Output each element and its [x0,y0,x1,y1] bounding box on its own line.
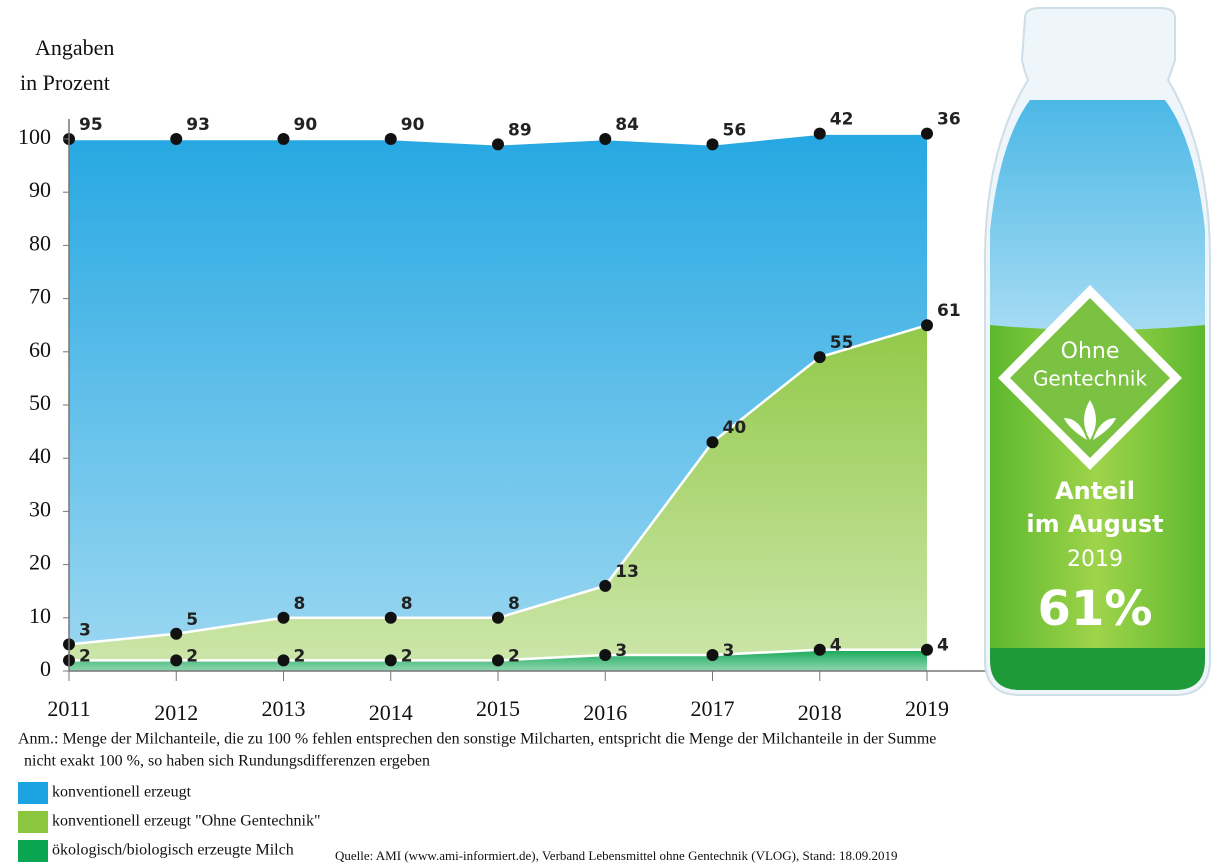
legend-label: ökologisch/biologisch erzeugte Milch [52,842,294,859]
x-tick-label: 2017 [691,696,735,721]
y-tick-label: 90 [29,177,51,202]
data-label: 4 [937,636,949,656]
x-tick-label: 2016 [583,700,627,725]
y-tick-label: 20 [29,550,51,575]
bottle-share: 61% [1038,581,1153,637]
y-tick-label: 80 [29,230,51,255]
data-point [921,127,933,140]
x-tick-label: 2013 [262,696,306,721]
data-point [277,133,290,145]
data-label: 13 [615,562,639,582]
data-label: 56 [723,120,747,140]
area [69,325,927,661]
data-label: 3 [615,641,627,661]
badge [1010,298,1170,458]
data-label: 8 [508,594,520,614]
badge-text: Gentechnik [1033,367,1148,391]
data-point [599,649,612,662]
data-point [277,654,290,667]
data-point [492,611,504,624]
data-label: 55 [830,333,854,353]
data-label: 90 [401,115,425,135]
legend-swatch [18,782,48,804]
data-point [599,133,612,145]
data-label: 3 [723,641,735,661]
data-point [492,138,504,151]
data-label: 2 [294,646,306,666]
area [69,133,927,645]
y-tick-label: 50 [29,390,51,415]
data-label: 89 [508,120,532,140]
data-label: 8 [294,594,306,614]
data-point [706,436,719,449]
source: Quelle: AMI (www.ami-informiert.de), Ver… [335,848,897,863]
x-tick-label: 2014 [369,700,413,725]
y-axis-label: Angaben [35,35,114,60]
data-point [921,643,933,656]
data-label: 2 [401,646,413,666]
data-label: 84 [615,115,639,135]
data-point [170,133,183,145]
data-point [170,627,183,640]
y-tick-label: 70 [29,284,51,309]
bottle-text: Anteil [1055,477,1135,505]
x-tick-label: 2019 [905,696,949,721]
bottle-liquid-blue [990,100,1205,330]
data-point [813,643,826,656]
data-point [384,133,397,145]
note: nicht exakt 100 %, so haben sich Rundung… [24,753,430,770]
bottle-illustration: Ohne Gentechnik Anteil im August 2019 61… [984,7,1211,696]
bottle-text: 2019 [1067,547,1123,572]
note: Anm.: Menge der Milchanteile, die zu 100… [18,731,936,748]
y-tick-label: 30 [29,496,51,521]
badge-icon [1064,400,1116,440]
data-point [277,611,290,624]
data-label: 95 [79,115,103,135]
legend-swatch [18,811,48,833]
data-point [384,654,397,667]
y-tick-label: 0 [40,656,51,681]
data-label: 2 [508,646,520,666]
data-point [813,127,826,140]
data-label: 8 [401,594,413,614]
data-point [921,319,933,332]
legend-swatch [18,840,48,862]
bottle-liquid-dark [990,648,1205,690]
data-label: 2 [79,646,91,666]
x-tick-label: 2011 [47,696,90,721]
bottle-text: im August [1026,510,1163,538]
data-label: 4 [830,636,842,656]
data-label: 3 [79,620,91,640]
x-tick-label: 2015 [476,696,520,721]
data-point [706,138,719,151]
data-point [599,579,612,592]
x-tick-label: 2012 [154,700,198,725]
legend-label: konventionell erzeugt "Ohne Gentechnik" [52,813,321,830]
data-label: 61 [937,301,961,321]
y-tick-label: 100 [18,124,51,149]
data-point [813,351,826,364]
data-point [492,654,504,667]
data-point [384,611,397,624]
data-point [170,654,183,667]
data-label: 93 [186,115,210,135]
data-label: 36 [937,110,961,130]
y-tick-label: 60 [29,337,51,362]
y-tick-label: 40 [29,443,51,468]
x-tick-label: 2018 [798,700,842,725]
badge-text: Ohne [1061,339,1120,364]
y-axis-label: in Prozent [20,70,110,95]
y-tick-label: 10 [29,603,51,628]
data-label: 5 [186,610,198,630]
data-label: 42 [830,110,854,130]
data-label: 2 [186,646,198,666]
data-point [706,649,719,662]
data-label: 40 [723,418,747,438]
legend-label: konventionell erzeugt [52,784,192,801]
data-label: 90 [294,115,318,135]
